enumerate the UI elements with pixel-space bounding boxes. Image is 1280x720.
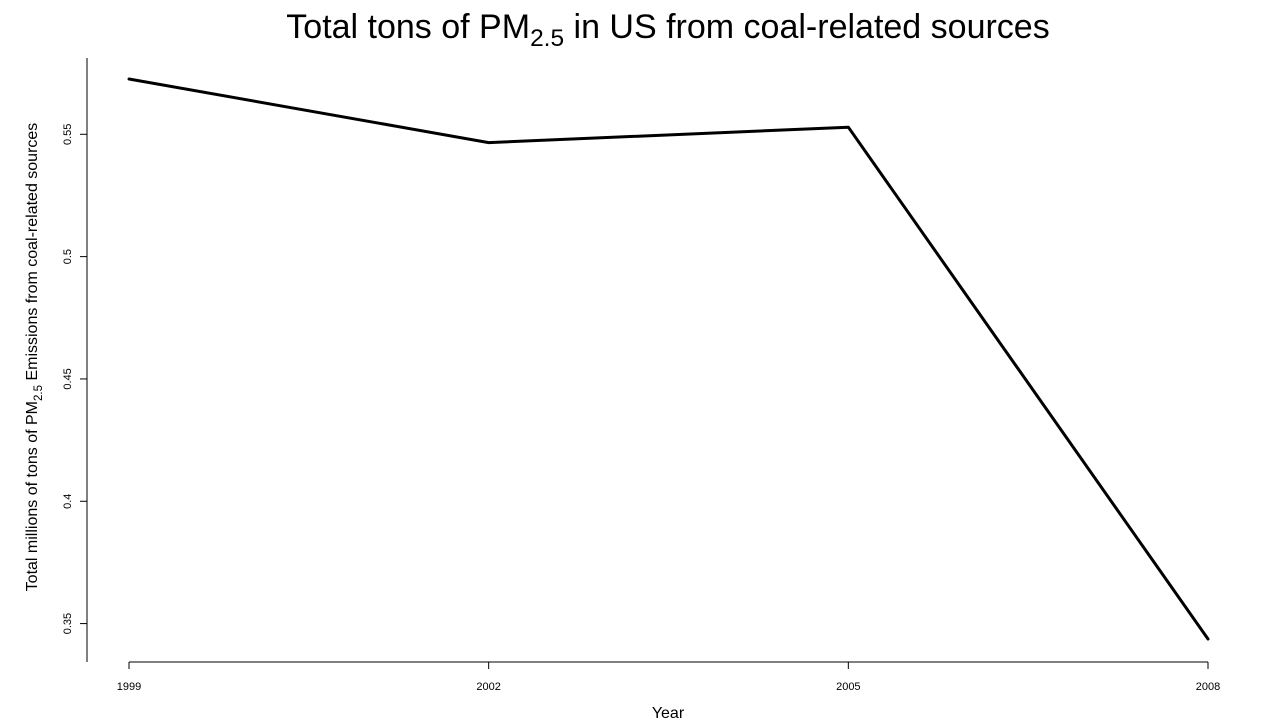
chart-title-suffix: in US from coal-related sources bbox=[564, 8, 1050, 46]
y-tick-label: 0.45 bbox=[62, 368, 74, 389]
series-line bbox=[127, 77, 1210, 641]
chart-title: Total tons of PM2.5 in US from coal-rela… bbox=[286, 8, 1049, 52]
y-axis-title-prefix: Total millions of tons of PM bbox=[24, 401, 41, 591]
x-axis-title: Year bbox=[652, 705, 685, 720]
chart-title-prefix: Total tons of PM bbox=[286, 8, 530, 46]
x-tick-label: 2002 bbox=[476, 681, 500, 693]
y-axis-ticks: 0.35 0.4 0.45 0.5 0.55 bbox=[62, 124, 87, 634]
y-tick-label: 0.4 bbox=[62, 494, 74, 509]
x-tick-label: 2008 bbox=[1196, 681, 1220, 693]
y-tick-label: 0.5 bbox=[62, 249, 74, 264]
y-axis-title-subscript: 2.5 bbox=[33, 385, 45, 401]
x-tick-label: 1999 bbox=[117, 681, 141, 693]
x-tick-label: 2005 bbox=[836, 681, 860, 693]
x-axis-ticks: 1999 2002 2005 2008 bbox=[117, 662, 1220, 693]
y-tick-label: 0.55 bbox=[62, 124, 74, 145]
y-axis-title: Total millions of tons of PM2.5 Emission… bbox=[24, 123, 45, 592]
chart-title-subscript: 2.5 bbox=[530, 25, 564, 52]
y-tick-label: 0.35 bbox=[62, 613, 74, 634]
y-axis-title-suffix: Emissions from coal-related sources bbox=[24, 123, 41, 385]
